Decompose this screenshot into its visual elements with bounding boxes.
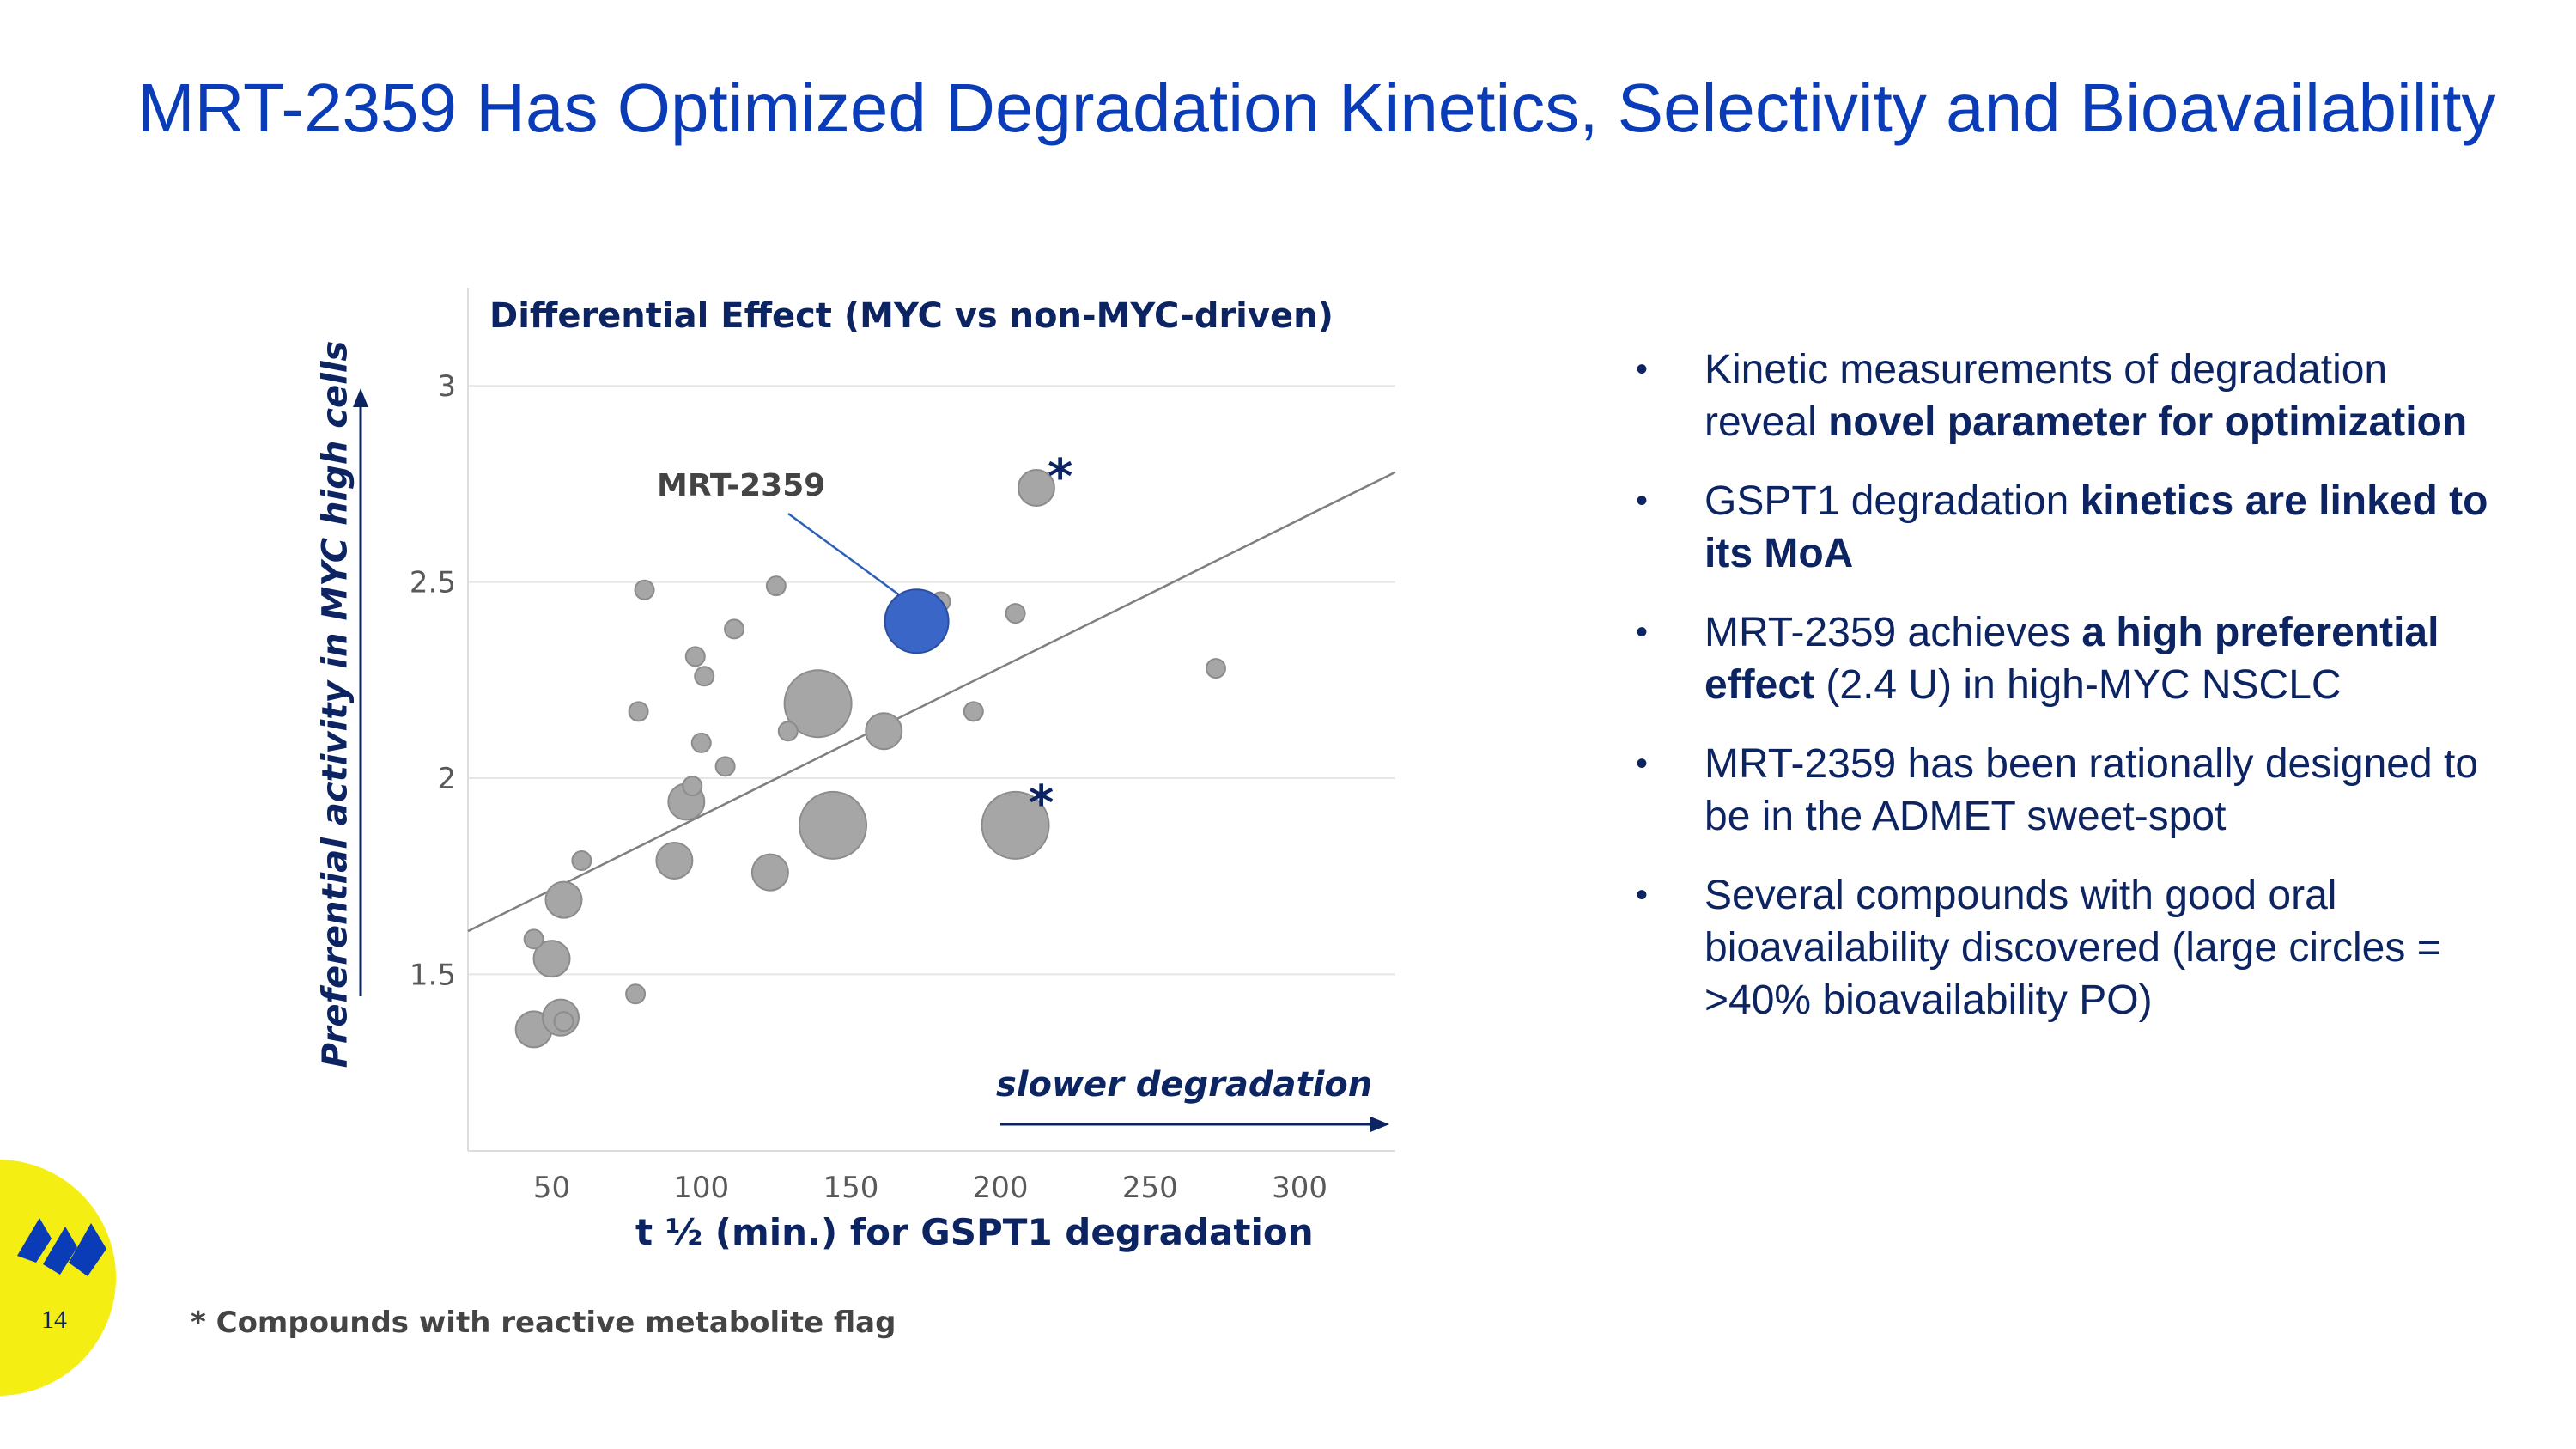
data-point	[684, 646, 706, 667]
data-point	[783, 669, 853, 739]
bullet-text: Several compounds with good oral bioavai…	[1704, 873, 2441, 1023]
bullet-dot-icon: •	[1636, 745, 1649, 782]
data-point	[1005, 603, 1026, 624]
data-point	[532, 940, 571, 978]
trendline-group	[467, 471, 1396, 933]
flag-asterisk-lower: *	[1029, 776, 1054, 831]
callout-line	[787, 512, 906, 600]
bullet-item: • MRT-2359 has been rationally designed t…	[1636, 738, 2494, 843]
bullet-dot-icon: •	[1636, 482, 1649, 520]
x-tick-label: 50	[533, 1171, 570, 1205]
data-point	[682, 776, 703, 797]
y-axis-label: Preferential activity in MYC high cells	[315, 340, 355, 1068]
bullet-text: (2.4 U) in high-MYC NSCLC	[1814, 662, 2342, 708]
bullet-text: novel parameter for optimization	[1828, 399, 2468, 445]
x-axis-label: t ½ (min.) for GSPT1 degradation	[635, 1211, 1314, 1253]
bullet-item: • Several compounds with good oral bioava…	[1636, 869, 2494, 1026]
footnote: * Compounds with reactive metabolite fla…	[191, 1306, 896, 1340]
bullet-item: • GSPT1 degradation kinetics are linked t…	[1636, 475, 2494, 580]
y-tick-label: 2	[437, 762, 456, 796]
x-tick-label: 300	[1272, 1171, 1327, 1205]
flag-asterisk-upper: *	[1048, 449, 1073, 505]
data-point	[714, 756, 736, 777]
data-point	[865, 712, 903, 751]
data-point	[724, 618, 745, 640]
bullet-dot-icon: •	[1636, 350, 1649, 388]
x-tick-label: 250	[1122, 1171, 1178, 1205]
data-points	[514, 468, 1226, 1049]
bullet-item: • MRT-2359 achieves a high preferential e…	[1636, 606, 2494, 711]
bullet-text: GSPT1 degradation	[1704, 478, 2081, 524]
data-point	[625, 983, 647, 1005]
direction-arrows	[353, 388, 1389, 1132]
data-point	[634, 579, 655, 600]
data-point	[777, 721, 799, 742]
trendline	[467, 471, 1396, 933]
bullet-text: MRT-2359 achieves	[1704, 610, 2082, 655]
highlight-point	[884, 588, 950, 654]
bullet-text: MRT-2359 has been rationally designed to…	[1704, 741, 2479, 839]
bullet-dot-icon: •	[1636, 876, 1649, 914]
bullet-text: a high preferential effect	[1704, 610, 2439, 708]
grid-lines	[468, 385, 1395, 976]
tick-labels: 1.5 2 2.5 3 50 100 150 200 250 300	[410, 369, 1327, 1205]
data-point	[544, 880, 583, 919]
data-point	[1205, 658, 1226, 679]
bullet-text: kinetics are linked to its MoA	[1704, 478, 2488, 576]
data-point	[765, 575, 787, 597]
data-point	[1017, 468, 1055, 507]
highlight-label: MRT-2359	[657, 468, 826, 503]
data-point	[750, 853, 789, 892]
data-point	[799, 790, 868, 860]
x-tick-label: 200	[973, 1171, 1029, 1205]
y-axis-label-wrap: Preferential activity in MYC high cells	[296, 341, 374, 1068]
highlight-group	[787, 512, 950, 654]
bullet-item: • Kinetic measurements of degradation rev…	[1636, 344, 2494, 448]
data-point	[963, 701, 984, 722]
y-direction-arrowhead-icon	[353, 388, 368, 407]
data-point	[628, 701, 649, 722]
bullet-list: • Kinetic measurements of degradation rev…	[1636, 344, 2494, 1053]
data-point	[523, 928, 544, 950]
slide-title: MRT-2359 Has Optimized Degradation Kinet…	[137, 70, 2496, 146]
y-tick-label: 3	[437, 369, 456, 404]
x-direction-arrowhead-icon	[1370, 1117, 1389, 1132]
x-tick-label: 150	[823, 1171, 878, 1205]
axes	[467, 288, 1395, 1152]
bullet-text: Kinetic measurements of degradation reve…	[1704, 347, 2388, 445]
company-logo-icon	[17, 1218, 106, 1276]
data-point	[655, 841, 694, 880]
data-point	[694, 666, 715, 687]
page-number: 14	[41, 1306, 67, 1334]
data-point	[553, 1011, 574, 1032]
y-tick-label: 2.5	[410, 566, 456, 600]
chart-title: Differential Effect (MYC vs non-MYC-driv…	[489, 296, 1334, 336]
data-point	[690, 732, 712, 753]
slower-degradation-label: slower degradation	[996, 1065, 1373, 1105]
y-tick-label: 1.5	[410, 958, 456, 992]
data-point	[571, 849, 592, 871]
bullet-dot-icon: •	[1636, 613, 1649, 651]
data-point	[981, 790, 1050, 860]
x-tick-label: 100	[673, 1171, 729, 1205]
